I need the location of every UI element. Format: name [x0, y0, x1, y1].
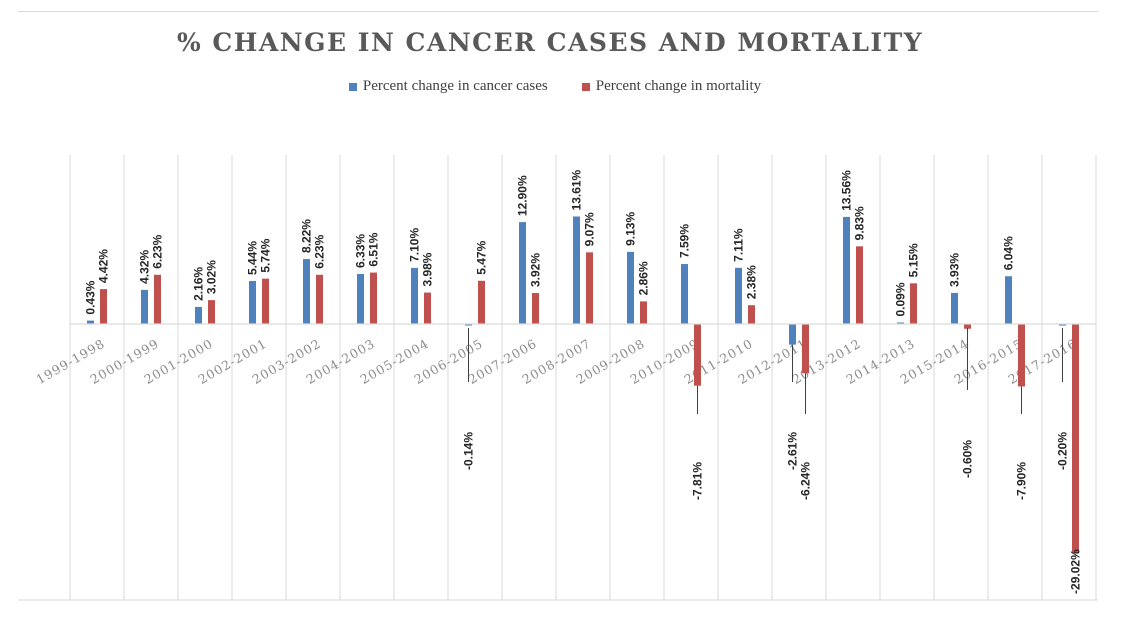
- data-label-mortality: 3.98%: [421, 252, 435, 286]
- legend-label-mortality: Percent change in mortality: [595, 78, 762, 94]
- data-label-cancer-cases: 8.22%: [300, 219, 314, 253]
- bar-mortality: [586, 252, 593, 324]
- bar-mortality: [964, 324, 971, 329]
- top-divider: [18, 11, 1098, 12]
- data-label-cancer-cases: 2.16%: [192, 267, 206, 301]
- data-label-cancer-cases: 0.09%: [894, 282, 908, 316]
- bar-mortality: [262, 278, 269, 324]
- bar-mortality: [856, 246, 863, 324]
- bar-mortality: [532, 293, 539, 324]
- data-label-mortality: 6.23%: [313, 234, 327, 268]
- bar-mortality: [1018, 324, 1025, 387]
- legend-swatch-mortality: [581, 82, 590, 91]
- bar-cancer-cases: [789, 324, 796, 345]
- bar-mortality: [748, 305, 755, 324]
- data-label-cancer-cases: 0.43%: [84, 280, 98, 314]
- data-label-cancer-cases: 7.11%: [732, 228, 746, 262]
- bar-cancer-cases: [573, 216, 580, 324]
- bar-cancer-cases: [897, 322, 904, 324]
- bar-mortality: [802, 324, 809, 374]
- data-label-cancer-cases: 13.56%: [840, 170, 854, 211]
- data-label-mortality: 4.42%: [97, 249, 111, 283]
- data-label-cancer-cases: -0.14%: [462, 432, 476, 470]
- bar-cancer-cases: [87, 320, 94, 324]
- bar-mortality: [208, 300, 215, 324]
- data-label-mortality: 5.15%: [907, 243, 921, 277]
- legend-label-cases: Percent change in cancer cases: [362, 78, 548, 94]
- legend: Percent change in cancer cases Percent c…: [0, 78, 1110, 95]
- bar-cancer-cases: [1005, 276, 1012, 324]
- data-label-mortality: 3.02%: [205, 260, 219, 294]
- bar-cancer-cases: [357, 273, 364, 324]
- bar-cancer-cases: [411, 267, 418, 324]
- data-label-cancer-cases: 6.04%: [1002, 236, 1016, 270]
- data-label-mortality: 3.92%: [529, 253, 543, 287]
- bar-mortality: [478, 280, 485, 324]
- data-label-mortality: -7.90%: [1015, 462, 1029, 500]
- data-label-cancer-cases: 3.93%: [948, 253, 962, 287]
- data-label-cancer-cases: 4.32%: [138, 250, 152, 284]
- data-label-cancer-cases: -2.61%: [786, 432, 800, 470]
- bar-mortality: [424, 292, 431, 324]
- bar-cancer-cases: [951, 292, 958, 324]
- data-label-cancer-cases: 12.90%: [516, 175, 530, 216]
- data-label-mortality: 5.47%: [475, 240, 489, 274]
- data-label-mortality: -7.81%: [691, 462, 705, 500]
- chart-title: % CHANGE IN CANCER CASES AND MORTALITY: [176, 28, 924, 57]
- data-label-mortality: -6.24%: [799, 462, 813, 500]
- data-label-cancer-cases: 13.61%: [570, 169, 584, 210]
- bar-mortality: [1072, 324, 1079, 554]
- bar-mortality: [910, 283, 917, 324]
- data-label-mortality: 2.86%: [637, 261, 651, 295]
- bar-cancer-cases: [735, 267, 742, 324]
- legend-item-cases: Percent change in cancer cases: [348, 78, 548, 95]
- bar-cancer-cases: [1059, 324, 1066, 326]
- data-label-cancer-cases: 7.10%: [408, 228, 422, 262]
- bar-cancer-cases: [141, 289, 148, 324]
- bar-cancer-cases: [249, 281, 256, 324]
- bar-mortality: [370, 272, 377, 324]
- data-label-mortality: 9.07%: [583, 212, 597, 246]
- data-label-mortality: -0.60%: [961, 440, 975, 478]
- bar-cancer-cases: [681, 264, 688, 324]
- bar-cancer-cases: [843, 216, 850, 324]
- bar-mortality: [100, 289, 107, 324]
- bar-mortality: [694, 324, 701, 386]
- data-label-mortality: 2.38%: [745, 265, 759, 299]
- data-label-cancer-cases: -0.20%: [1056, 432, 1070, 470]
- bar-cancer-cases: [465, 324, 472, 326]
- bar-mortality: [640, 301, 647, 324]
- bar-cancer-cases: [519, 222, 526, 324]
- bar-cancer-cases: [303, 259, 310, 324]
- bar-cancer-cases: [627, 251, 634, 324]
- data-label-cancer-cases: 6.33%: [354, 234, 368, 268]
- bar-mortality: [154, 274, 161, 324]
- data-label-cancer-cases: 7.59%: [678, 224, 692, 258]
- bar-mortality: [316, 274, 323, 324]
- legend-swatch-cases: [348, 82, 357, 91]
- data-label-mortality: 9.83%: [853, 206, 867, 240]
- data-label-cancer-cases: 9.13%: [624, 212, 638, 246]
- legend-item-mortality: Percent change in mortality: [581, 78, 762, 95]
- data-label-mortality: 6.23%: [151, 234, 165, 268]
- data-label-mortality: -29.02%: [1069, 549, 1083, 594]
- bar-cancer-cases: [195, 306, 202, 324]
- data-label-mortality: 6.51%: [367, 232, 381, 266]
- data-label-cancer-cases: 5.44%: [246, 241, 260, 275]
- data-label-mortality: 5.74%: [259, 238, 273, 272]
